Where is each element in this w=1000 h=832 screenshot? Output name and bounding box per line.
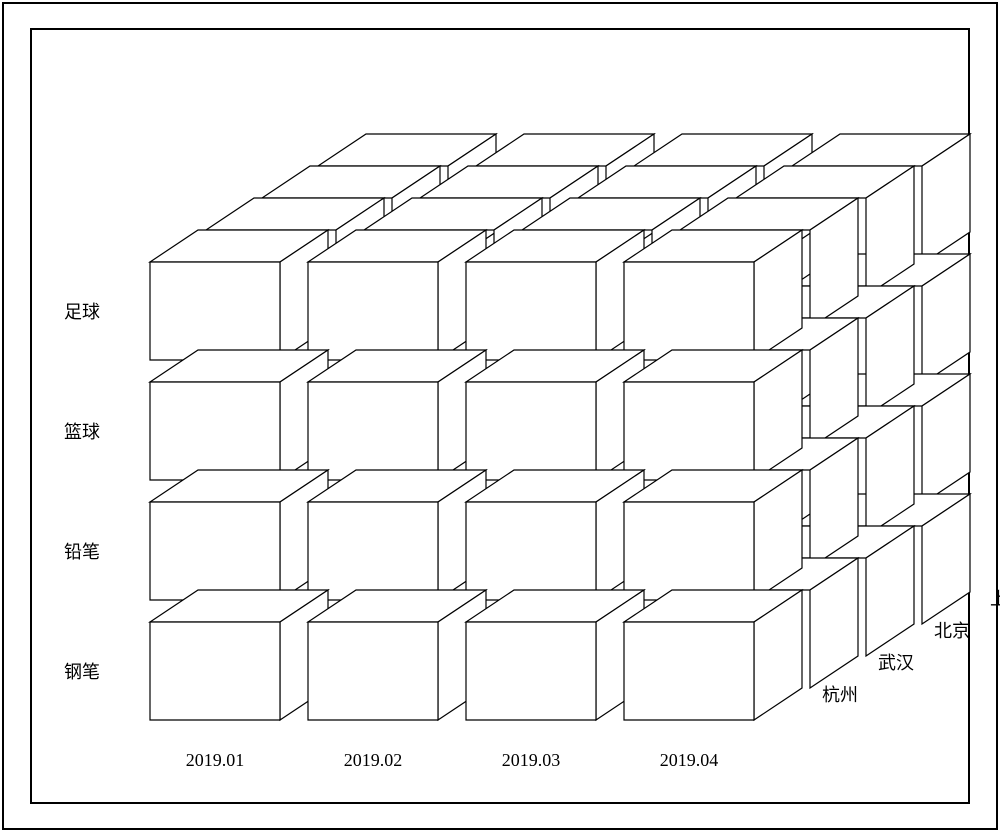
y-axis-label: 铅笔 <box>64 538 100 564</box>
x-axis-label: 2019.04 <box>660 750 719 771</box>
z-axis-label: 杭州 <box>822 681 858 707</box>
y-axis-label: 钢笔 <box>64 658 100 684</box>
z-axis-label: 武汉 <box>878 649 914 675</box>
x-axis-label: 2019.02 <box>344 750 403 771</box>
x-axis-label: 2019.03 <box>502 750 561 771</box>
cube-grid-svg <box>0 0 1000 832</box>
diagram-stage: 2019.01 2019.02 2019.03 2019.04 钢笔 铅笔 篮球 足球杭州武汉… <box>0 0 1000 832</box>
z-axis-label: 上海 <box>990 585 1000 611</box>
x-axis-label: 2019.01 <box>186 750 245 771</box>
y-axis-label: 足球 <box>64 298 100 324</box>
z-axis-label: 北京 <box>934 617 970 643</box>
y-axis-label: 篮球 <box>64 418 100 444</box>
